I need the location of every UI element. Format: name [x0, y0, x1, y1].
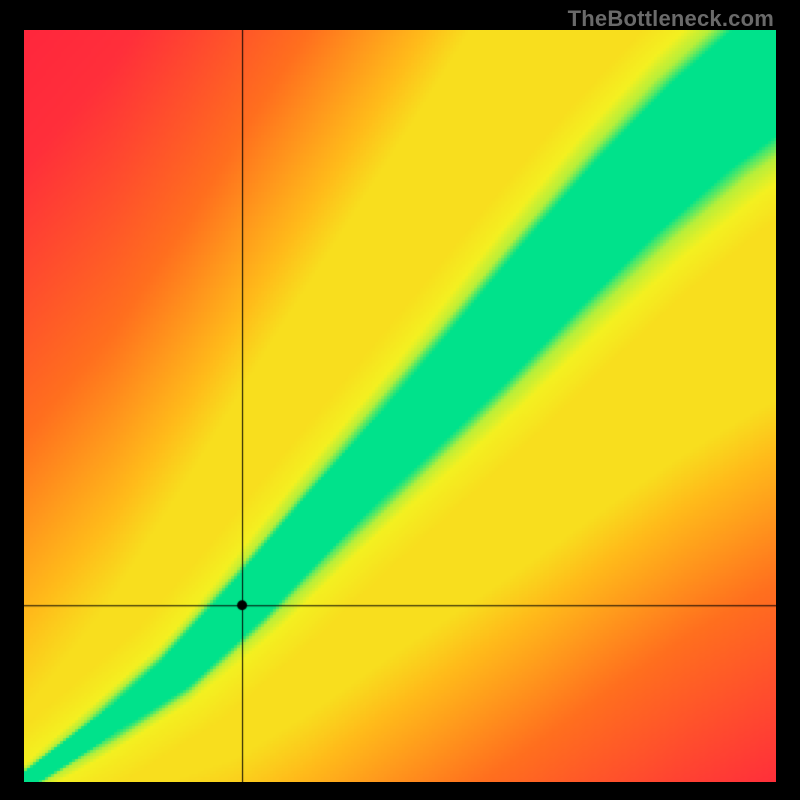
watermark-text: TheBottleneck.com — [568, 6, 774, 32]
heatmap-plot — [24, 30, 776, 782]
heatmap-canvas — [24, 30, 776, 782]
